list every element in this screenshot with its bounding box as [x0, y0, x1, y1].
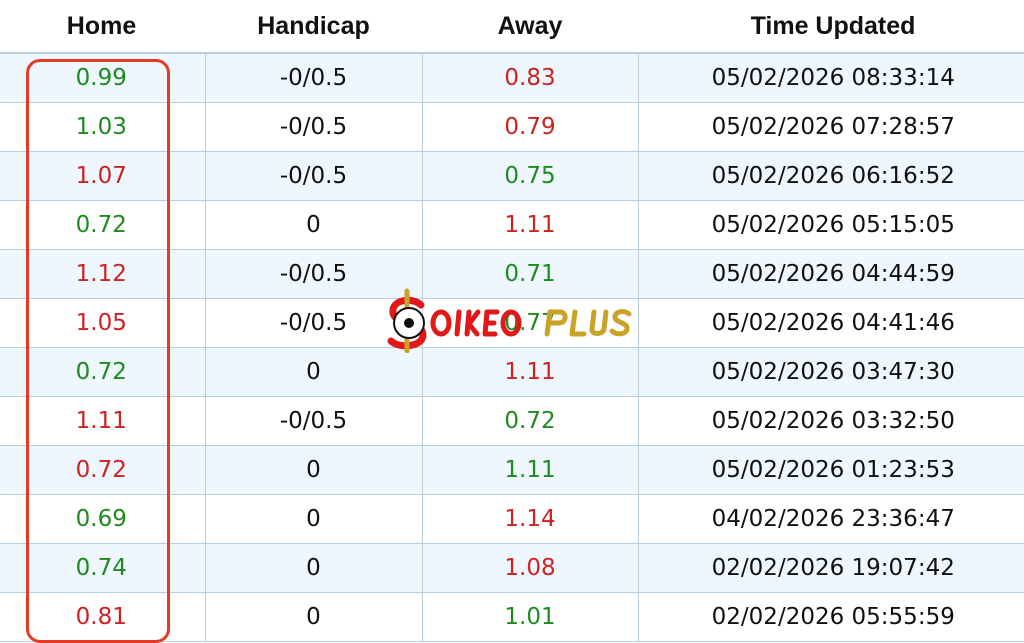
table-row: 0.74 0 1.08 02/02/2026 19:07:42	[0, 543, 1024, 593]
time-updated-cell: 05/02/2026 04:41:46	[637, 298, 1024, 348]
time-updated-cell: 05/02/2026 08:33:14	[637, 53, 1024, 103]
away-odds-cell: 0.72	[421, 396, 638, 446]
home-odds-cell: 1.12	[0, 249, 205, 299]
home-odds-cell: 0.72	[0, 347, 205, 397]
home-odds-cell: 0.69	[0, 494, 205, 544]
handicap-cell: 0	[204, 347, 422, 397]
handicap-cell: -0/0.5	[204, 396, 422, 446]
header-home: Home	[0, 0, 205, 54]
handicap-cell: 0	[204, 543, 422, 593]
handicap-cell: 0	[204, 592, 422, 642]
handicap-cell: -0/0.5	[204, 298, 422, 348]
home-column-highlight	[26, 59, 170, 643]
time-updated-cell: 05/02/2026 03:47:30	[637, 347, 1024, 397]
handicap-cell: 0	[204, 494, 422, 544]
header-away: Away	[422, 0, 638, 54]
time-updated-cell: 05/02/2026 05:15:05	[637, 200, 1024, 250]
table-row: 1.11 -0/0.5 0.72 05/02/2026 03:32:50	[0, 396, 1024, 446]
handicap-cell: -0/0.5	[204, 53, 422, 103]
away-odds-cell: 1.11	[421, 445, 638, 495]
handicap-cell: -0/0.5	[204, 151, 422, 201]
table-row: 0.72 0 1.11 05/02/2026 05:15:05	[0, 200, 1024, 250]
header-row: Home Handicap Away Time Updated	[0, 0, 1024, 54]
handicap-cell: -0/0.5	[204, 249, 422, 299]
away-odds-cell: 1.08	[421, 543, 638, 593]
home-odds-cell: 0.72	[0, 445, 205, 495]
away-odds-cell: 0.71	[421, 249, 638, 299]
table-row: 0.81 0 1.01 02/02/2026 05:55:59	[0, 592, 1024, 642]
time-updated-cell: 05/02/2026 07:28:57	[637, 102, 1024, 152]
time-updated-cell: 04/02/2026 23:36:47	[637, 494, 1024, 544]
home-odds-cell: 0.74	[0, 543, 205, 593]
time-updated-cell: 05/02/2026 06:16:52	[637, 151, 1024, 201]
table-row: 1.12 -0/0.5 0.71 05/02/2026 04:44:59	[0, 249, 1024, 299]
handicap-cell: -0/0.5	[204, 102, 422, 152]
away-odds-cell: 0.75	[421, 151, 638, 201]
away-odds-cell: 1.11	[421, 347, 638, 397]
away-odds-cell: 1.14	[421, 494, 638, 544]
table-row: 0.72 0 1.11 05/02/2026 03:47:30	[0, 347, 1024, 397]
handicap-cell: 0	[204, 445, 422, 495]
time-updated-cell: 02/02/2026 05:55:59	[637, 592, 1024, 642]
table-row: 0.69 0 1.14 04/02/2026 23:36:47	[0, 494, 1024, 544]
time-updated-cell: 02/02/2026 19:07:42	[637, 543, 1024, 593]
away-odds-cell: 0.79	[421, 102, 638, 152]
handicap-cell: 0	[204, 200, 422, 250]
home-odds-cell: 1.11	[0, 396, 205, 446]
header-handicap: Handicap	[205, 0, 422, 54]
away-odds-cell: 1.01	[421, 592, 638, 642]
table-row: 1.03 -0/0.5 0.79 05/02/2026 07:28:57	[0, 102, 1024, 152]
home-odds-cell: 1.05	[0, 298, 205, 348]
table-row: 1.05 -0/0.5 0.77 05/02/2026 04:41:46	[0, 298, 1024, 348]
table-row: 1.07 -0/0.5 0.75 05/02/2026 06:16:52	[0, 151, 1024, 201]
home-odds-cell: 1.03	[0, 102, 205, 152]
time-updated-cell: 05/02/2026 01:23:53	[637, 445, 1024, 495]
table-row: 0.72 0 1.11 05/02/2026 01:23:53	[0, 445, 1024, 495]
time-updated-cell: 05/02/2026 04:44:59	[637, 249, 1024, 299]
header-time-updated: Time Updated	[638, 0, 1024, 54]
away-odds-cell: 1.11	[421, 200, 638, 250]
home-odds-cell: 0.72	[0, 200, 205, 250]
away-odds-cell: 0.77	[421, 298, 638, 348]
away-odds-cell: 0.83	[421, 53, 638, 103]
home-odds-cell: 1.07	[0, 151, 205, 201]
time-updated-cell: 05/02/2026 03:32:50	[637, 396, 1024, 446]
